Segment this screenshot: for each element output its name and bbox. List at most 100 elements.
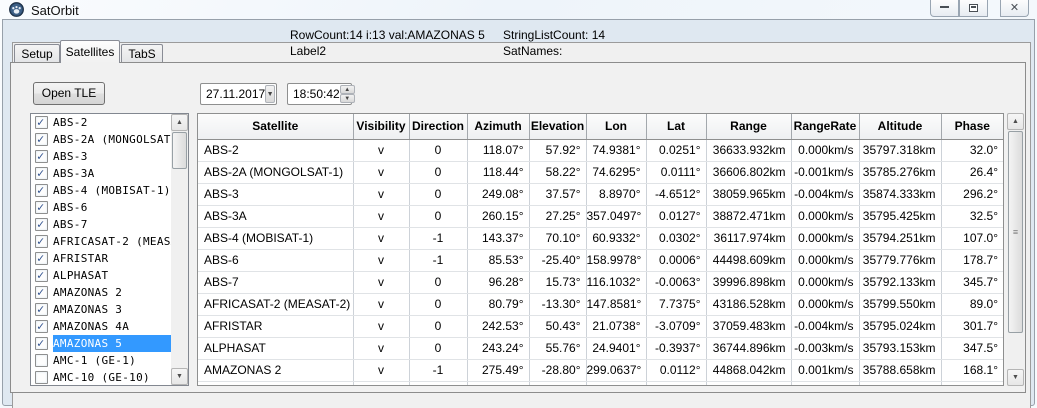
table-cell[interactable]: -0.004km/s [791,183,860,206]
table-cell[interactable] [791,381,860,385]
table-cell[interactable]: v [353,271,410,294]
restore-button[interactable] [959,0,988,17]
table-cell[interactable]: 178.7° [941,249,1003,272]
table-row[interactable]: ABS-4 (MOBISAT-1) v -1 143.37° 70.10° 60.9332… [198,227,1003,250]
checkbox-checked-icon[interactable] [35,234,48,248]
table-cell[interactable]: ALPHASAT [198,337,354,360]
table-cell[interactable]: 44868.042km [706,359,792,382]
table-cell[interactable]: v [353,315,410,338]
table-cell[interactable]: 50.43° [529,315,587,338]
checkbox-checked-icon[interactable] [35,268,48,282]
table-cell[interactable]: 296.2° [941,183,1003,206]
column-header[interactable]: RangeRate [791,114,860,140]
table-cell[interactable]: 143.37° [467,227,530,250]
table-row[interactable]: ABS-7 v 0 96.28° 15.73° 116.1032° -0.0063° 3999… [198,271,1003,294]
table-cell[interactable]: 0.0302° [646,227,707,250]
list-scrollbar[interactable]: ▲ ▼ [171,114,188,385]
table-cell[interactable]: 0.0251° [646,139,707,162]
table-cell[interactable]: 0 [409,161,468,184]
list-item[interactable]: AFRICASAT-2 (MEASAT-2) [31,233,171,250]
table-cell[interactable]: 55.76° [529,337,587,360]
spin-down-button[interactable]: ▼ [339,94,355,103]
table-row[interactable]: ABS-3 v 0 249.08° 37.57° 8.8970° -4.6512° 38059… [198,183,1003,206]
table-row[interactable]: ABS-6 v -1 85.53° -25.40° 158.9978° 0.0006° 444… [198,249,1003,272]
table-cell[interactable]: 0 [409,139,468,162]
column-header[interactable]: Phase [941,114,1003,140]
table-cell[interactable]: 80.79° [467,293,530,316]
list-item[interactable]: AMC-10 (GE-10) [31,369,171,385]
table-cell[interactable]: 27.25° [529,205,587,228]
table-cell[interactable]: ABS-3 [198,183,354,206]
table-cell[interactable]: 35779.776km [859,249,942,272]
tab-satellites[interactable]: Satellites [60,40,120,63]
table-cell[interactable]: 168.1° [941,359,1003,382]
checkbox-checked-icon[interactable] [35,336,48,350]
table-cell[interactable]: 74.6295° [586,161,647,184]
table-cell[interactable] [941,381,1003,385]
checkbox-checked-icon[interactable] [35,183,48,197]
table-cell[interactable]: ABS-3A [198,205,354,228]
list-item[interactable]: ABS-4 (MOBISAT-1) [31,182,171,199]
table-row[interactable]: ABS-3A v 0 260.15° 27.25° 357.0497° 0.0127° 388… [198,205,1003,228]
table-cell[interactable]: 60.9332° [586,227,647,250]
table-cell[interactable] [409,381,468,385]
table-cell[interactable]: 0 [409,271,468,294]
table-cell[interactable]: 118.44° [467,161,530,184]
table-cell[interactable]: -1 [409,249,468,272]
table-cell[interactable]: 32.0° [941,139,1003,162]
table-cell[interactable]: AFRICASAT-2 (MEASAT-2) [198,293,354,316]
column-header[interactable]: Satellite [198,114,354,140]
table-cell[interactable]: AFRISTAR [198,315,354,338]
column-header[interactable]: Lat [646,114,707,140]
table-cell[interactable]: 118.07° [467,139,530,162]
table-cell[interactable] [198,381,354,385]
list-item[interactable]: AFRISTAR [31,250,171,267]
time-spinner[interactable]: 18:50:42 ▲ ▼ [287,83,355,105]
table-cell[interactable]: 15.73° [529,271,587,294]
table-row[interactable]: AMAZONAS 2 v -1 275.49° -28.80° 299.0637° 0.01… [198,359,1003,382]
table-cell[interactable]: 301.7° [941,315,1003,338]
table-cell[interactable]: -1 [409,359,468,382]
table-cell[interactable]: 0.000km/s [791,205,860,228]
table-cell[interactable]: 24.9401° [586,337,647,360]
table-cell[interactable]: v [353,293,410,316]
table-cell[interactable]: -4.6512° [646,183,707,206]
column-header[interactable]: Range [706,114,792,140]
table-cell[interactable]: ABS-7 [198,271,354,294]
checkbox-unchecked-icon[interactable] [35,354,48,367]
table-cell[interactable]: 35795.024km [859,315,942,338]
table-cell[interactable]: 35797.318km [859,139,942,162]
table-cell[interactable]: 0 [409,337,468,360]
table-cell[interactable]: 35799.550km [859,293,942,316]
list-item[interactable]: ABS-2 [31,114,171,131]
table-cell[interactable]: -0.001km/s [791,161,860,184]
table-cell[interactable]: 147.8581° [586,293,647,316]
table-cell[interactable]: 0 [409,183,468,206]
checkbox-checked-icon[interactable] [35,132,48,146]
table-scrollbar-thumb[interactable]: ≡ [1008,131,1023,333]
table-cell[interactable]: 37059.483km [706,315,792,338]
table-cell[interactable]: -0.3937° [646,337,707,360]
table-cell[interactable]: ABS-4 (MOBISAT-1) [198,227,354,250]
table-cell[interactable]: -3.0709° [646,315,707,338]
table-cell[interactable]: 8.8970° [586,183,647,206]
scroll-up-button[interactable]: ▲ [1007,113,1024,130]
table-cell[interactable]: 35795.425km [859,205,942,228]
table-cell[interactable]: -0.0063° [646,271,707,294]
checkbox-checked-icon[interactable] [35,200,48,214]
checkbox-checked-icon[interactable] [35,149,48,163]
table-cell[interactable]: 38872.471km [706,205,792,228]
table-cell[interactable]: -0.004km/s [791,315,860,338]
column-header[interactable]: Lon [586,114,647,140]
checkbox-checked-icon[interactable] [35,251,48,265]
table-cell[interactable]: AMAZONAS 2 [198,359,354,382]
scroll-down-button[interactable]: ▼ [171,368,188,385]
table-cell[interactable]: 57.92° [529,139,587,162]
table-cell[interactable]: ABS-2A (MONGOLSAT-1) [198,161,354,184]
table-cell[interactable]: v [353,337,410,360]
column-header[interactable]: Altitude [859,114,942,140]
table-cell[interactable]: 44498.609km [706,249,792,272]
table-cell[interactable]: 74.9381° [586,139,647,162]
table-cell[interactable]: 347.5° [941,337,1003,360]
table-scrollbar[interactable]: ▲ ≡ ▼ [1007,113,1024,386]
